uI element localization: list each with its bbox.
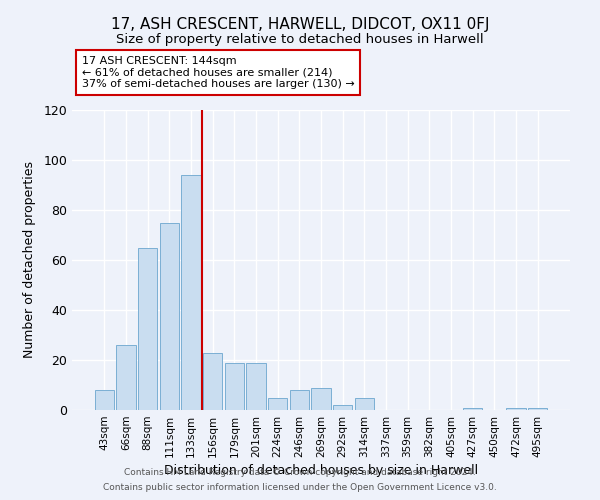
X-axis label: Distribution of detached houses by size in Harwell: Distribution of detached houses by size … xyxy=(164,464,478,477)
Y-axis label: Number of detached properties: Number of detached properties xyxy=(23,162,37,358)
Text: 17 ASH CRESCENT: 144sqm
← 61% of detached houses are smaller (214)
37% of semi-d: 17 ASH CRESCENT: 144sqm ← 61% of detache… xyxy=(82,56,355,89)
Text: Size of property relative to detached houses in Harwell: Size of property relative to detached ho… xyxy=(116,32,484,46)
Bar xyxy=(333,405,352,410)
Bar xyxy=(95,390,114,410)
Bar xyxy=(528,408,547,410)
Bar xyxy=(116,345,136,410)
Bar xyxy=(290,390,309,410)
Text: 17, ASH CRESCENT, HARWELL, DIDCOT, OX11 0FJ: 17, ASH CRESCENT, HARWELL, DIDCOT, OX11 … xyxy=(111,18,489,32)
Bar xyxy=(160,222,179,410)
Bar xyxy=(268,398,287,410)
Bar xyxy=(506,408,526,410)
Bar xyxy=(138,248,157,410)
Text: Contains HM Land Registry data © Crown copyright and database right 2024.: Contains HM Land Registry data © Crown c… xyxy=(124,468,476,477)
Bar xyxy=(311,388,331,410)
Bar xyxy=(203,352,223,410)
Text: Contains public sector information licensed under the Open Government Licence v3: Contains public sector information licen… xyxy=(103,483,497,492)
Bar xyxy=(463,408,482,410)
Bar xyxy=(246,362,266,410)
Bar xyxy=(224,362,244,410)
Bar xyxy=(181,175,201,410)
Bar xyxy=(355,398,374,410)
